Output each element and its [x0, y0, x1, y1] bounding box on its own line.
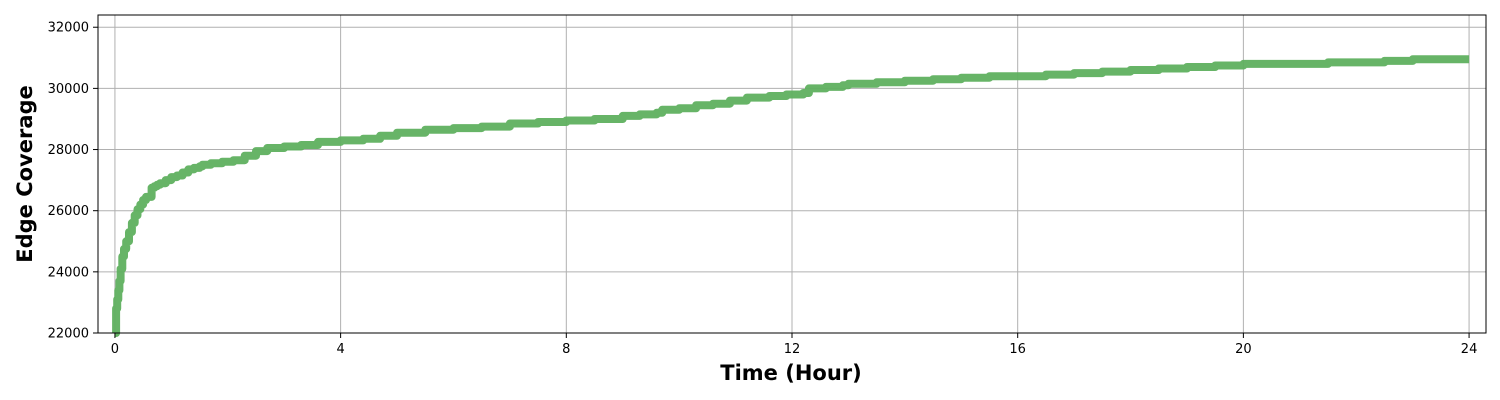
x-tick-label: 12 [784, 342, 801, 357]
x-tick-label: 4 [336, 342, 344, 357]
y-tick-label: 22000 [48, 327, 89, 342]
x-axis-title: Time (Hour) [720, 361, 861, 385]
y-tick-label: 32000 [48, 21, 89, 36]
x-tick-label: 8 [562, 342, 570, 357]
x-tick-label: 0 [111, 342, 119, 357]
y-tick-label: 24000 [48, 265, 89, 280]
y-tick-label: 30000 [48, 82, 89, 97]
coverage-series-line [112, 55, 1470, 337]
series-layer [112, 55, 1470, 337]
x-tick-label: 16 [1009, 342, 1026, 357]
y-axis-ticks: 22000 24000 26000 28000 30000 32000 [48, 21, 98, 342]
x-axis-ticks: 0 4 8 12 16 20 24 [111, 333, 1478, 357]
y-tick-label: 28000 [48, 143, 89, 158]
y-tick-label: 26000 [48, 204, 89, 219]
x-tick-label: 24 [1461, 342, 1478, 357]
x-tick-label: 20 [1235, 342, 1252, 357]
y-axis-title: Edge Coverage [13, 85, 37, 263]
